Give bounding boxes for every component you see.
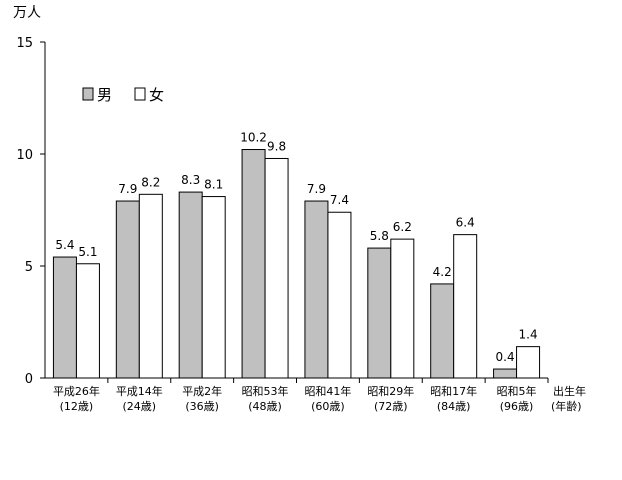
x-axis-label-line-2: (年齢) xyxy=(551,399,582,413)
bar-female xyxy=(453,234,478,379)
y-tick-label: 5 xyxy=(25,260,33,275)
data-label: 5.8 xyxy=(370,229,389,243)
legend-label-female: 女 xyxy=(149,86,164,104)
category-age-label: (96歳) xyxy=(500,400,534,413)
category-label: 平成2年 xyxy=(182,384,222,398)
legend-swatch-male xyxy=(82,87,94,101)
category-label: 平成26年 xyxy=(53,384,100,398)
bar-female xyxy=(327,211,352,379)
data-label: 7.9 xyxy=(307,182,326,196)
bar-male xyxy=(430,283,455,379)
bar-female xyxy=(390,238,415,379)
data-label: 9.8 xyxy=(267,139,286,153)
category-label: 昭和5年 xyxy=(497,384,537,398)
data-label: 8.2 xyxy=(141,175,160,189)
bar-female xyxy=(264,157,289,379)
category-age-label: (60歳) xyxy=(311,400,345,413)
legend-swatch-female xyxy=(134,87,146,101)
category-age-label: (36歳) xyxy=(185,400,219,413)
data-label: 5.4 xyxy=(55,238,74,252)
legend-label-male: 男 xyxy=(97,86,112,104)
category-age-label: (24歳) xyxy=(123,400,157,413)
data-label: 0.4 xyxy=(496,350,515,364)
bar-female xyxy=(516,346,541,379)
data-label: 6.4 xyxy=(456,216,475,230)
y-axis-unit-label: 万人 xyxy=(13,5,41,21)
bar-male xyxy=(115,200,140,379)
category-label: 昭和17年 xyxy=(430,384,477,398)
data-label: 8.3 xyxy=(181,173,200,187)
category-label: 昭和53年 xyxy=(242,384,289,398)
data-label: 10.2 xyxy=(240,131,267,145)
y-tick-label: 0 xyxy=(25,372,33,387)
bar-male xyxy=(493,368,518,379)
category-label: 平成14年 xyxy=(116,384,163,398)
bar-female xyxy=(75,263,100,379)
y-tick-label: 10 xyxy=(16,148,33,163)
bar-male xyxy=(367,247,392,379)
bar-male xyxy=(178,191,203,379)
data-label: 8.1 xyxy=(204,178,223,192)
data-label: 7.9 xyxy=(118,182,137,196)
data-label: 6.2 xyxy=(393,220,412,234)
data-label: 5.1 xyxy=(78,245,97,259)
bar-male xyxy=(304,200,329,379)
category-age-label: (12歳) xyxy=(60,400,94,413)
category-label: 昭和41年 xyxy=(304,384,351,398)
category-label: 昭和29年 xyxy=(367,384,414,398)
bar-female xyxy=(201,196,226,379)
category-age-label: (48歳) xyxy=(248,400,282,413)
bar-male xyxy=(241,149,266,379)
category-age-label: (72歳) xyxy=(374,400,408,413)
data-label: 7.4 xyxy=(330,193,349,207)
bar-male xyxy=(52,256,77,379)
data-label: 4.2 xyxy=(433,265,452,279)
data-label: 1.4 xyxy=(519,328,538,342)
category-age-label: (84歳) xyxy=(437,400,471,413)
x-axis-label-line-1: 出生年 xyxy=(553,384,586,398)
bar-female xyxy=(138,193,163,379)
y-tick-label: 15 xyxy=(16,36,33,51)
